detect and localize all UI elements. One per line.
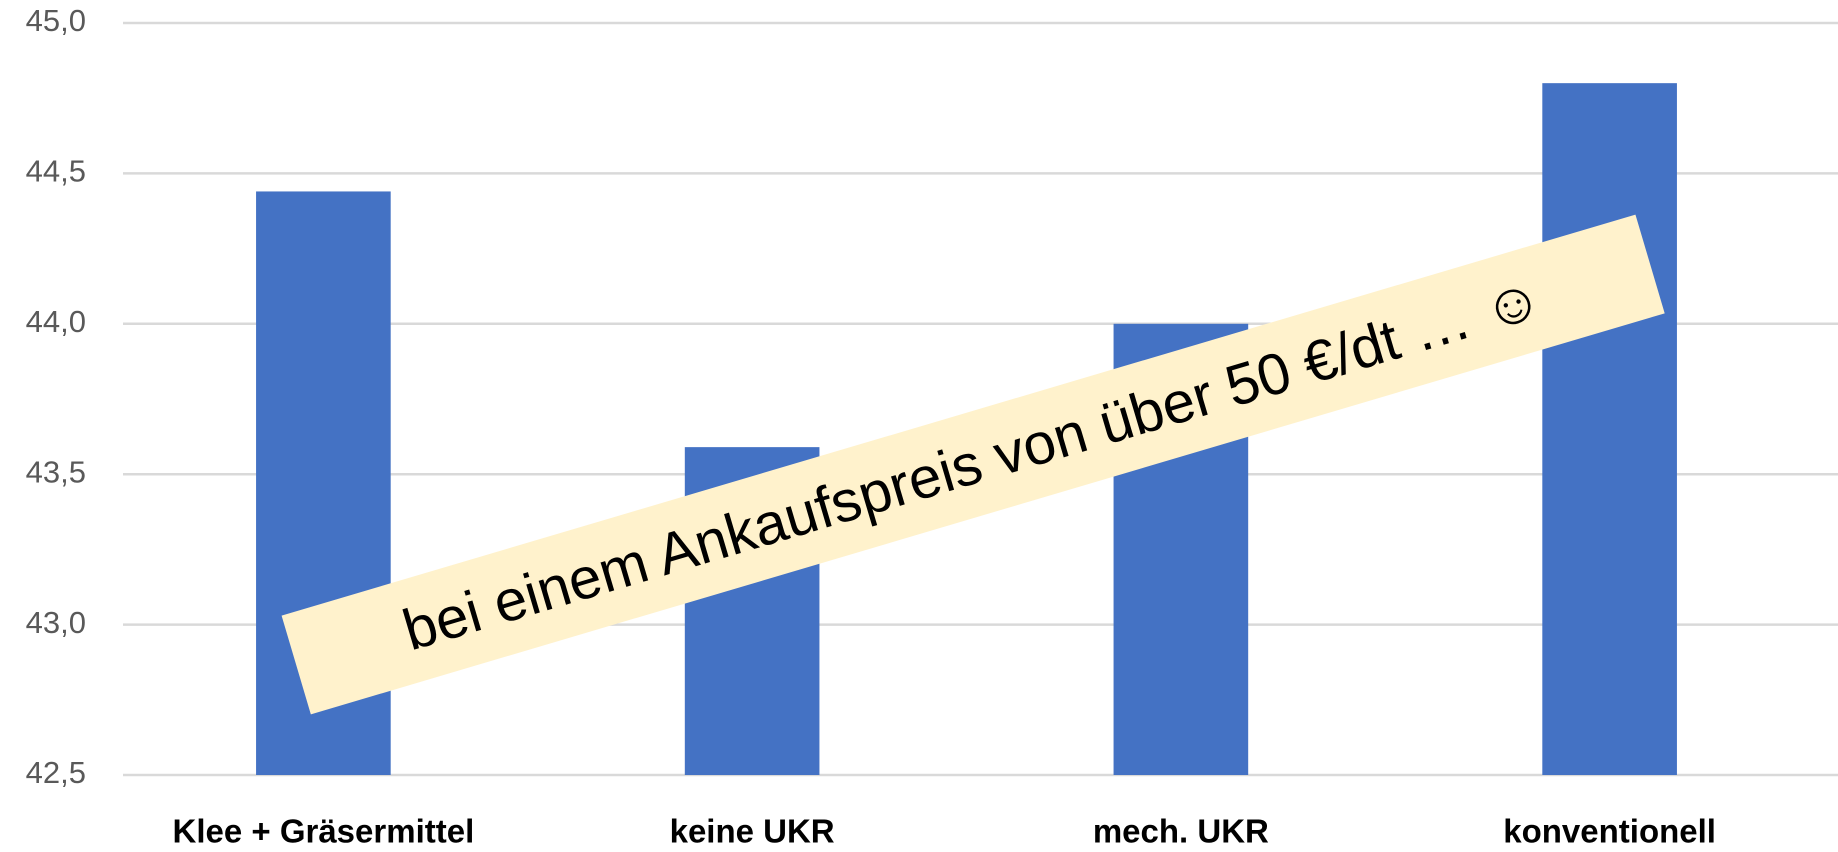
bar (1542, 83, 1677, 775)
y-tick-label: 42,5 (26, 755, 86, 790)
y-tick-label: 43,5 (26, 454, 86, 489)
y-tick-label: 43,0 (26, 605, 86, 640)
x-tick-label: Klee + Gräsermittel (173, 813, 475, 850)
x-tick-label: mech. UKR (1093, 813, 1269, 850)
y-tick-label: 44,0 (26, 304, 86, 339)
annotation-box (281, 214, 1665, 715)
x-tick-label: keine UKR (670, 813, 835, 850)
x-tick-label: konventionell (1503, 813, 1716, 850)
y-tick-label: 44,5 (26, 154, 86, 189)
y-tick-label: 45,0 (26, 3, 86, 38)
annotation-group: bei einem Ankaufspreis von über 50 €/dt … (281, 214, 1665, 715)
